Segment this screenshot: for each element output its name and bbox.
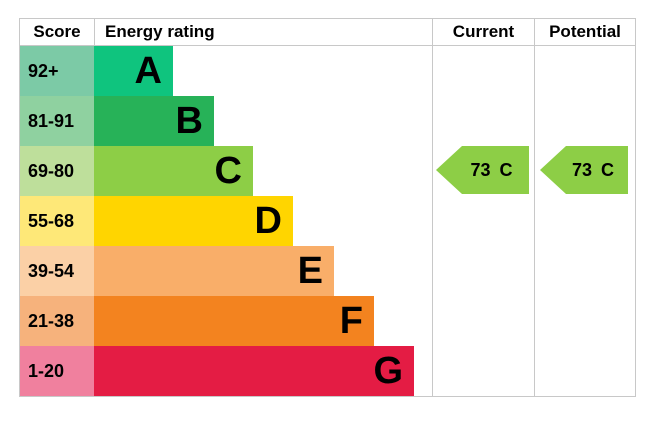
band-score-range: 1-20 <box>20 346 94 396</box>
band-letter: F <box>339 300 363 342</box>
table-header-row: Score Energy rating Current Potential <box>20 19 635 46</box>
potential-column-cell <box>534 146 635 196</box>
band-row: 92+ A <box>20 46 635 96</box>
band-score-range: 81-91 <box>20 96 94 146</box>
band-letter: B <box>175 100 203 142</box>
potential-column-cell <box>534 296 635 346</box>
band-row: 1-20 G <box>20 346 635 396</box>
band-letter: C <box>214 150 242 192</box>
band-row: 69-80 C <box>20 146 635 196</box>
band-bar-cell: A <box>94 46 432 96</box>
current-rating-band: C <box>499 159 513 180</box>
current-rating-value: 73 <box>470 159 491 180</box>
band-rows: 92+ A 81-91 B 69-80 C 55-68 <box>20 46 635 396</box>
band-score-range: 69-80 <box>20 146 94 196</box>
current-column-cell <box>432 246 534 296</box>
band-bar: B <box>94 96 214 146</box>
current-column-cell <box>432 146 534 196</box>
band-letter: G <box>373 350 403 392</box>
potential-column-cell <box>534 96 635 146</box>
current-column-cell <box>432 196 534 246</box>
band-bar: A <box>94 46 173 96</box>
potential-column-cell <box>534 246 635 296</box>
band-row: 55-68 D <box>20 196 635 246</box>
band-bar-cell: C <box>94 146 432 196</box>
band-score-range: 39-54 <box>20 246 94 296</box>
potential-rating-band: C <box>601 159 615 180</box>
band-bar-cell: F <box>94 296 432 346</box>
potential-rating-value: 73 <box>571 159 593 180</box>
current-column-cell <box>432 96 534 146</box>
band-bar: E <box>94 246 334 296</box>
current-column-cell <box>432 46 534 96</box>
band-bar: C <box>94 146 253 196</box>
band-bar: G <box>94 346 414 396</box>
potential-column-cell <box>534 346 635 396</box>
band-bar: F <box>94 296 374 346</box>
potential-column-cell <box>534 196 635 246</box>
header-potential: Potential <box>534 19 635 45</box>
band-score-range: 21-38 <box>20 296 94 346</box>
epc-table: Score Energy rating Current Potential 92… <box>19 18 636 397</box>
band-bar-cell: E <box>94 246 432 296</box>
header-energy-rating: Energy rating <box>94 19 432 45</box>
potential-column-cell <box>534 46 635 96</box>
band-row: 39-54 E <box>20 246 635 296</box>
band-row: 21-38 F <box>20 296 635 346</box>
current-column-cell <box>432 296 534 346</box>
band-bar: D <box>94 196 293 246</box>
band-letter: E <box>297 250 323 292</box>
band-bar-cell: D <box>94 196 432 246</box>
band-row: 81-91 B <box>20 96 635 146</box>
band-letter: A <box>134 50 162 92</box>
header-score: Score <box>33 22 81 41</box>
band-bar-cell: B <box>94 96 432 146</box>
current-column-cell <box>432 346 534 396</box>
band-letter: D <box>254 200 282 242</box>
header-current: Current <box>432 19 534 45</box>
band-bar-cell: G <box>94 346 432 396</box>
band-score-range: 92+ <box>20 46 94 96</box>
band-score-range: 55-68 <box>20 196 94 246</box>
